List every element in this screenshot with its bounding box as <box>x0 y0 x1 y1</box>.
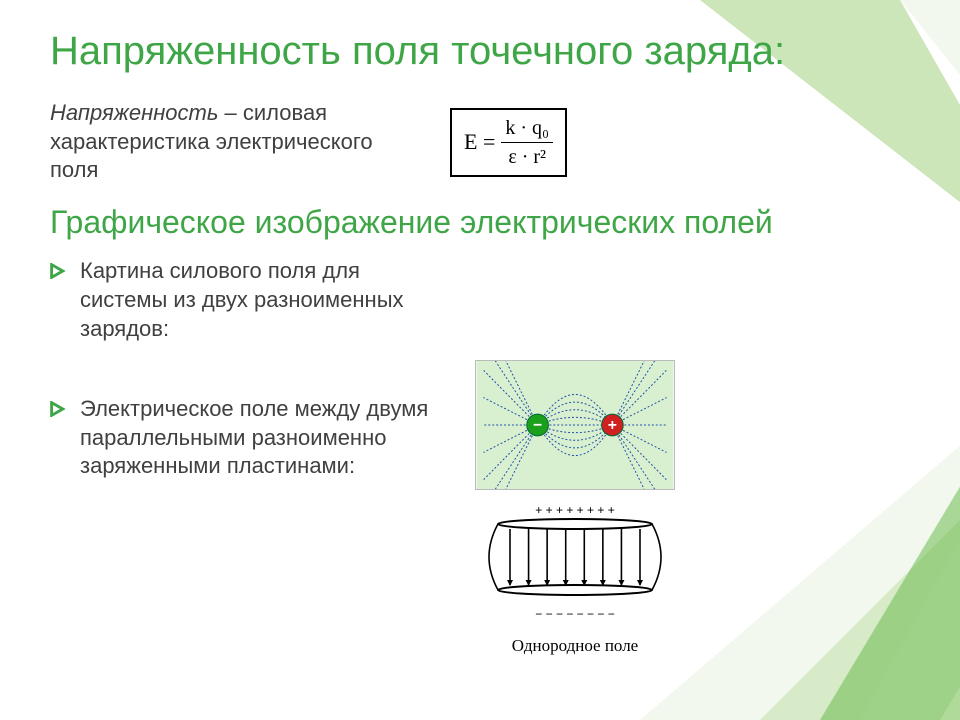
definition-text: Напряженность – силовая характеристика э… <box>50 99 410 185</box>
bullet-list: Картина силового поля для системы из дву… <box>50 257 430 481</box>
bullet-marker-icon <box>50 395 66 425</box>
bullet-marker-icon <box>50 257 66 287</box>
slide-title: Напряженность поля точечного заряда: <box>50 28 910 75</box>
svg-text:−: − <box>533 417 542 434</box>
dipole-field-diagram: −+ <box>475 360 675 490</box>
bullet-text: Картина силового поля для системы из дву… <box>80 257 430 343</box>
bullet-text: Электрическое поле между двумя параллель… <box>80 395 430 481</box>
formula-numerator: k · q₀ <box>501 116 553 143</box>
bullet-item: Электрическое поле между двумя параллель… <box>50 395 430 481</box>
slide-subtitle: Графическое изображение электрических по… <box>50 203 910 241</box>
formula-box: E = k · q₀ ε · r² <box>450 108 567 177</box>
definition-emphasis: Напряженность <box>50 100 218 125</box>
formula-denominator: ε · r² <box>504 143 550 169</box>
bullet-item: Картина силового поля для системы из дву… <box>50 257 430 343</box>
svg-text:+: + <box>608 417 617 434</box>
formula-lhs: E = <box>464 129 495 155</box>
capacitor-field-diagram: + + + + + + + + − − − − − − − − <box>470 502 680 622</box>
svg-text:+ + + + + + + +: + + + + + + + + <box>535 503 614 517</box>
capacitor-caption: Однородное поле <box>512 636 638 656</box>
svg-text:− − − − − − − −: − − − − − − − − <box>535 607 614 621</box>
